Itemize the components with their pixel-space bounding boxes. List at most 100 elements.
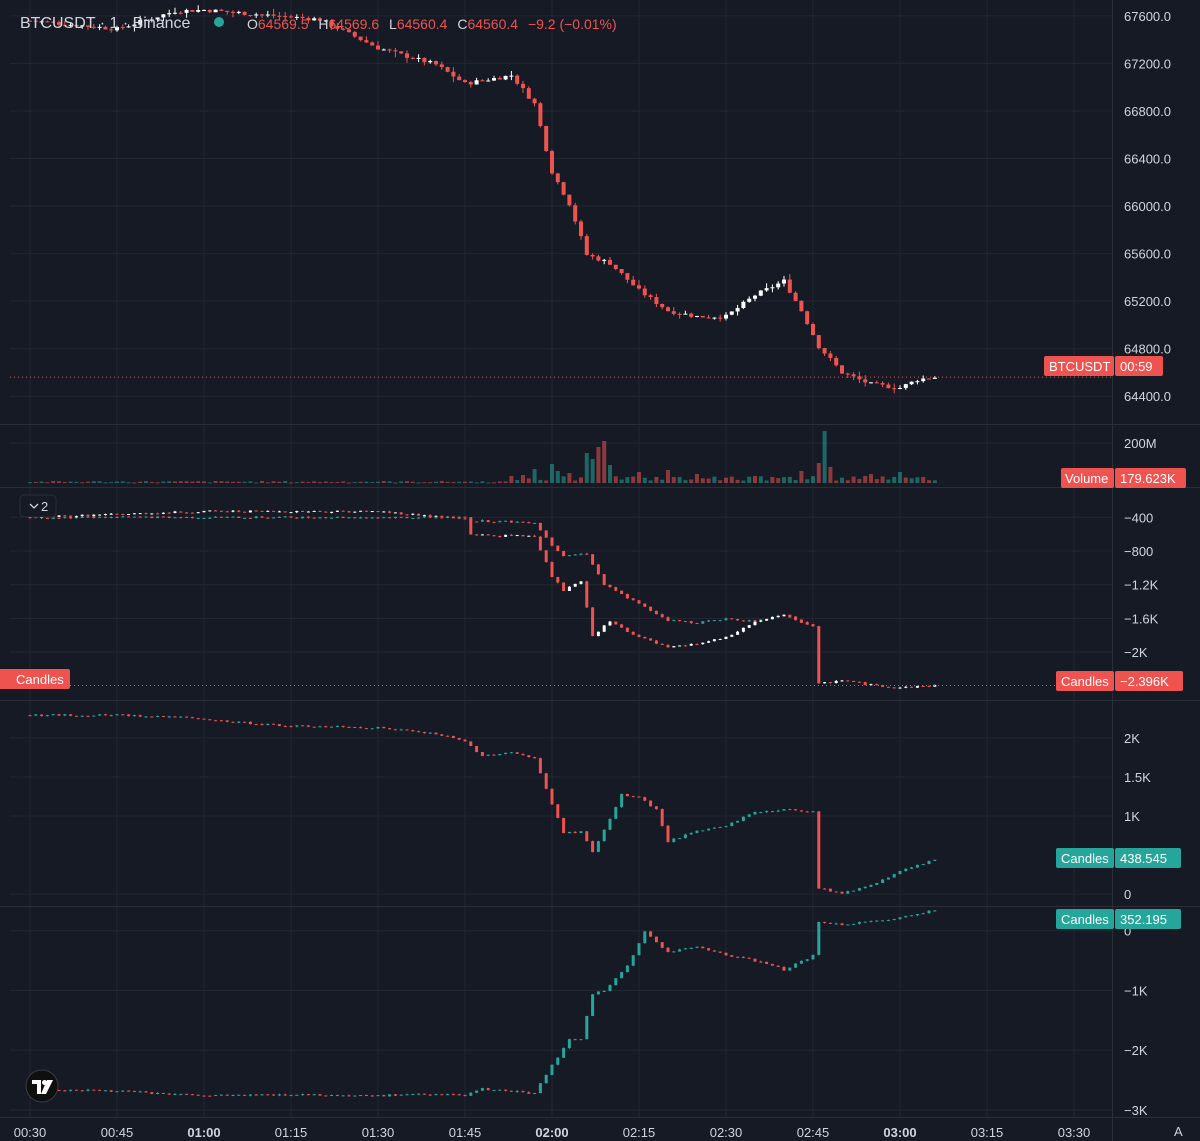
candle-body xyxy=(724,636,728,639)
candle-body xyxy=(179,1093,183,1095)
candle-body xyxy=(353,511,357,513)
candle-body xyxy=(150,516,154,519)
candle-body xyxy=(643,797,647,801)
ohlc-readout: O64569.5 H64569.6 L64560.4 C64560.4 −9.2… xyxy=(247,16,617,32)
candle-body xyxy=(660,643,664,645)
pane-collapse-button[interactable]: 2 xyxy=(19,494,57,518)
candle-body xyxy=(527,1092,531,1094)
candle-body xyxy=(266,723,270,725)
price-axis[interactable]: 67600.0 67200.0 66800.0 66400.0 66000.0 65600… xyxy=(1124,9,1171,1118)
candle-body xyxy=(144,19,148,21)
candle-body xyxy=(422,516,426,518)
volume-tag[interactable]: Volume 179.623K xyxy=(1061,468,1186,488)
cvd3-tag[interactable]: Candles 352.195 xyxy=(1056,909,1181,929)
price-pane[interactable] xyxy=(10,5,1112,394)
time-axis[interactable]: 00:30 00:45 01:00 01:15 01:30 01:45 02:00 02:15… xyxy=(14,1124,1183,1140)
candle-body xyxy=(289,16,293,18)
candle-body xyxy=(393,729,397,731)
candle-body xyxy=(312,18,317,21)
candle-body xyxy=(637,796,641,798)
candle-body xyxy=(915,913,919,916)
candle-body xyxy=(237,721,241,723)
candle-body xyxy=(515,521,519,523)
candle-body xyxy=(213,9,218,13)
tradingview-logo[interactable] xyxy=(25,1069,59,1103)
candle-body xyxy=(440,1094,444,1096)
candle-body xyxy=(51,714,55,716)
candle-body xyxy=(701,946,705,949)
candle-body xyxy=(619,269,624,274)
candle-body xyxy=(330,1095,334,1097)
candle-body xyxy=(387,49,392,51)
candle-body xyxy=(869,884,873,887)
candle-body xyxy=(80,1090,84,1092)
candle-body xyxy=(805,959,809,961)
candle-body xyxy=(654,640,658,644)
volume-bar xyxy=(811,476,815,483)
candle-body xyxy=(457,516,461,518)
volume-pane[interactable] xyxy=(28,431,937,484)
candle-body xyxy=(544,126,549,152)
cvd2-tag[interactable]: Candles 438.545 xyxy=(1056,848,1181,868)
candle-body xyxy=(109,513,113,515)
candle-body xyxy=(475,745,479,752)
candle-body xyxy=(51,517,55,519)
candle-body xyxy=(758,290,763,296)
candle-body xyxy=(486,1088,490,1091)
candle-body xyxy=(74,715,78,717)
candle-body xyxy=(643,603,647,607)
volume-bar xyxy=(196,481,201,483)
volume-bar xyxy=(503,481,508,483)
candle-body xyxy=(63,517,67,519)
volume-bar xyxy=(828,467,833,483)
candle-body xyxy=(382,517,386,519)
cvd1-left-tag[interactable]: Candles xyxy=(0,669,70,689)
symbol-title[interactable]: BTCUSDT · 1 · Binance xyxy=(20,15,191,32)
candle-body xyxy=(341,516,345,518)
change-value: −9.2 (−0.01%) xyxy=(528,16,617,32)
candle-body xyxy=(533,522,537,524)
candle-body xyxy=(741,627,745,632)
price-tag[interactable]: BTCUSDT 00:59 xyxy=(1044,356,1163,376)
candle-body xyxy=(533,1093,537,1095)
candle-body xyxy=(463,739,467,742)
candle-body xyxy=(28,517,32,519)
candle-body xyxy=(219,9,224,11)
candle-body xyxy=(701,830,705,832)
candle-body xyxy=(51,21,56,23)
candle-body xyxy=(277,15,282,17)
cvd-pane-2[interactable] xyxy=(28,713,937,895)
candle-body xyxy=(382,726,386,729)
candle-body xyxy=(295,517,299,519)
candle-body xyxy=(863,682,867,686)
candle-body xyxy=(335,516,339,518)
cvd-pane-3[interactable] xyxy=(28,910,937,1097)
auto-scale-toggle[interactable]: A xyxy=(1174,1124,1183,1139)
cvd-pane-1[interactable] xyxy=(10,510,1112,689)
market-status-icon[interactable] xyxy=(214,17,224,27)
candle-body xyxy=(683,834,687,839)
candle-body xyxy=(190,516,194,519)
candle-body xyxy=(359,1095,363,1097)
volume-bar xyxy=(561,476,566,483)
volume-bar xyxy=(579,477,583,483)
volume-bar xyxy=(550,464,554,483)
candle-body xyxy=(584,236,589,255)
volume-bar xyxy=(28,482,32,484)
candle-body xyxy=(660,942,664,948)
candle-body xyxy=(376,511,380,513)
candle-body xyxy=(69,714,73,716)
candle-body xyxy=(109,715,113,717)
candle-body xyxy=(335,726,339,728)
candle-body xyxy=(712,827,716,829)
candle-body xyxy=(434,515,438,517)
cvd1-tag[interactable]: Candles −2.396K xyxy=(1056,671,1183,691)
candle-body xyxy=(730,822,734,827)
candle-body xyxy=(770,616,774,619)
candle-body xyxy=(185,1093,189,1095)
candle-body xyxy=(671,311,676,314)
